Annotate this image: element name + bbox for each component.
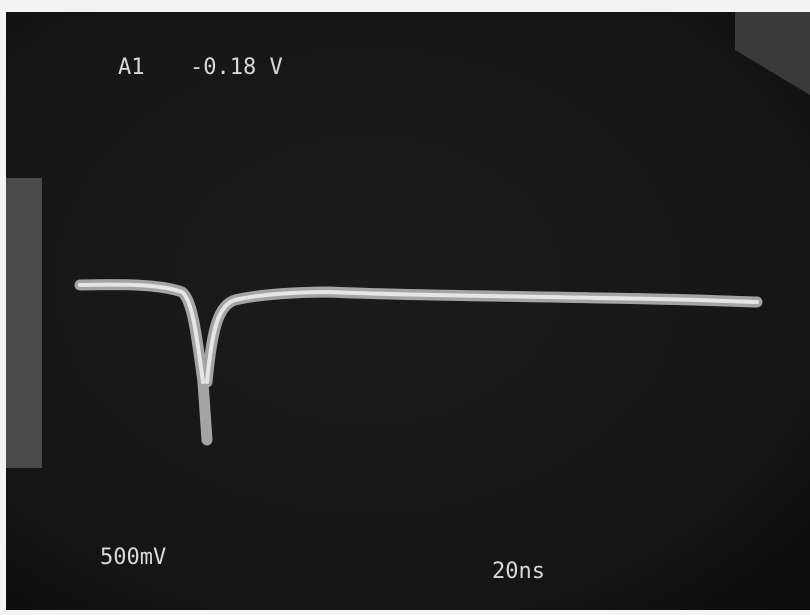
page: A1 -0.18 V 500mV 20ns (() => { const dat…	[0, 0, 810, 615]
left-bezel-strip	[6, 178, 42, 468]
measurement-value: -0.18 V	[190, 55, 283, 80]
horizontal-scale: 20ns	[492, 559, 545, 584]
channel-label: A1	[118, 55, 145, 80]
screen	[6, 12, 810, 610]
oscilloscope-photo: A1 -0.18 V 500mV 20ns	[0, 0, 810, 615]
vertical-scale: 500mV	[100, 545, 166, 570]
